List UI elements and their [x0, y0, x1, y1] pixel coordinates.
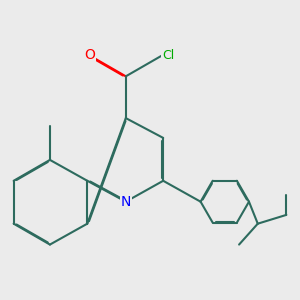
Text: Cl: Cl — [162, 49, 174, 62]
Text: O: O — [84, 48, 95, 62]
Text: N: N — [121, 195, 131, 209]
